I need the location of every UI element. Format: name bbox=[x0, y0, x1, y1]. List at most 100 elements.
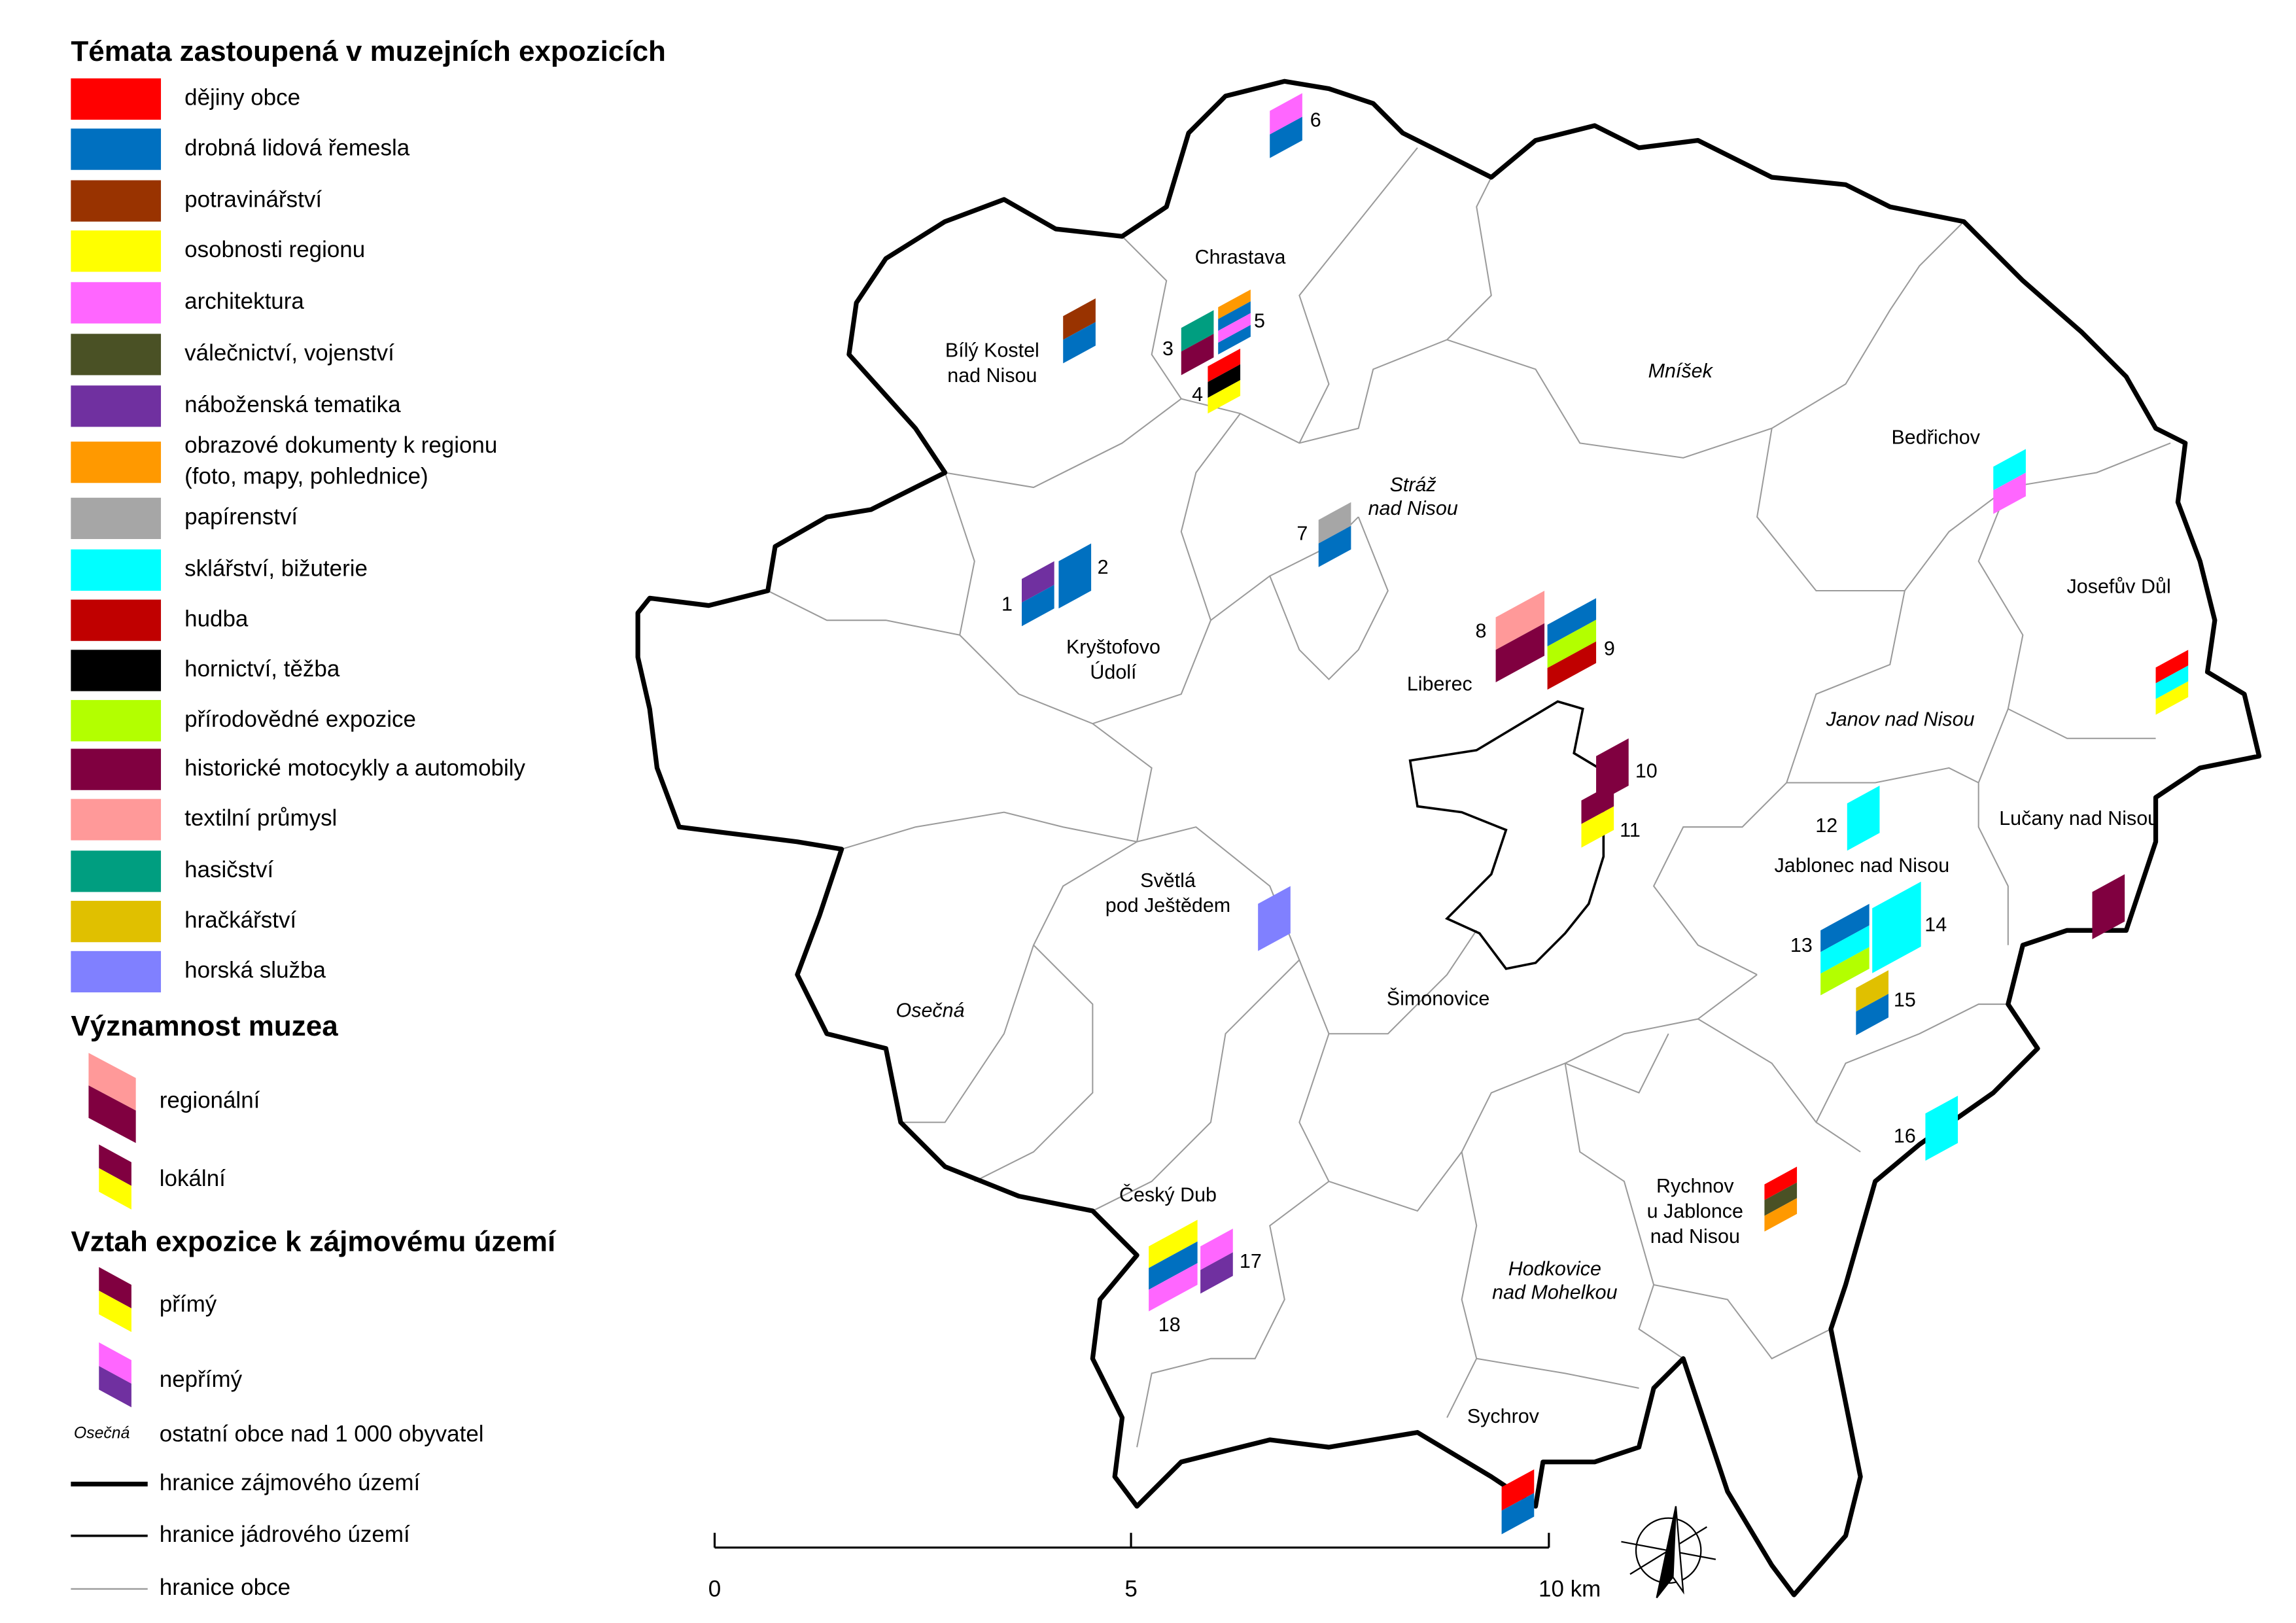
museum-marker bbox=[1258, 886, 1291, 951]
legend-label: ostatní obce nad 1 000 obyvatel bbox=[160, 1421, 484, 1446]
museum-marker bbox=[1208, 348, 1241, 414]
museum-marker bbox=[1058, 543, 1092, 609]
legend: Témata zastoupená v muzejních expozicích… bbox=[71, 35, 666, 1600]
legend-swatch bbox=[71, 748, 162, 790]
legend-label: náboženská tematika bbox=[184, 392, 401, 417]
legend-sample bbox=[88, 1085, 136, 1143]
museum-marker bbox=[1596, 738, 1629, 804]
north-arrow bbox=[1621, 1506, 1716, 1599]
legend-swatch bbox=[71, 128, 162, 170]
museum-segment bbox=[1820, 925, 1870, 974]
museum-segment bbox=[1208, 348, 1241, 383]
legend-swatch bbox=[71, 385, 162, 427]
legend-label: nepřímý bbox=[160, 1367, 243, 1392]
museum-marker bbox=[1270, 93, 1302, 158]
town-label: Stráž bbox=[1390, 474, 1436, 496]
museum-segment bbox=[1993, 449, 2026, 491]
legend-swatch bbox=[71, 442, 162, 483]
legend-label: dějiny obce bbox=[184, 85, 300, 111]
museum-marker bbox=[1856, 970, 1889, 1036]
museum-number: 8 bbox=[1476, 620, 1487, 642]
museum-marker bbox=[1847, 785, 1880, 851]
legend-swatch bbox=[71, 799, 162, 841]
museum-marker bbox=[1200, 1229, 1233, 1294]
town-label: Osečná bbox=[896, 999, 965, 1021]
legend-label: obrazové dokumenty k regionu bbox=[184, 432, 497, 458]
museum-segment bbox=[1872, 881, 1921, 973]
museum-segment bbox=[1063, 322, 1096, 364]
museum-number: 9 bbox=[1604, 637, 1615, 659]
legend-swatch bbox=[71, 700, 162, 742]
legend-sample bbox=[99, 1366, 131, 1408]
legend-label: hranice jádrového území bbox=[160, 1522, 410, 1547]
museum-number: 4 bbox=[1192, 383, 1203, 406]
scale-label: 5 bbox=[1124, 1576, 1137, 1601]
museum-number: 18 bbox=[1158, 1314, 1181, 1336]
museum-number: 7 bbox=[1296, 522, 1308, 544]
legend-swatch bbox=[71, 599, 162, 641]
town-label: Údolí bbox=[1090, 660, 1137, 683]
museum-number: 17 bbox=[1240, 1250, 1262, 1272]
museum-segment bbox=[1993, 472, 2026, 514]
legend-swatch bbox=[71, 901, 162, 943]
legend-sample bbox=[99, 1266, 131, 1309]
museum-number: 13 bbox=[1790, 934, 1813, 956]
legend-swatch bbox=[71, 180, 162, 222]
legend-label: válečnictví, vojenství bbox=[184, 340, 394, 366]
museum-marker bbox=[1501, 1469, 1535, 1535]
legend-label: hudba bbox=[184, 606, 249, 631]
legend-swatch bbox=[71, 230, 162, 272]
legend-swatch bbox=[71, 282, 162, 324]
museum-segment bbox=[1501, 1493, 1535, 1535]
museum-marker bbox=[1181, 310, 1214, 375]
museum-segment bbox=[1764, 1182, 1798, 1216]
town-label: Liberec bbox=[1407, 673, 1472, 695]
museum-segment bbox=[1270, 93, 1302, 135]
museum-number: 5 bbox=[1254, 309, 1265, 332]
museum-marker bbox=[1547, 598, 1597, 690]
study-area-boundary bbox=[635, 79, 2262, 1597]
museum-number: 14 bbox=[1924, 913, 1947, 935]
museum-marker bbox=[1022, 561, 1054, 627]
museum-segment bbox=[1847, 785, 1880, 851]
town-label: Chrastava bbox=[1195, 246, 1286, 268]
legend-label: textilní průmysl bbox=[184, 805, 337, 831]
museum-segment bbox=[1218, 289, 1251, 319]
museum-segment bbox=[1856, 994, 1889, 1036]
museum-segment bbox=[2155, 665, 2189, 699]
museum-marker bbox=[1063, 298, 1096, 364]
town-label: Kryštofovo bbox=[1066, 636, 1160, 658]
legend-swatch bbox=[71, 497, 162, 540]
town-label: nad Nisou bbox=[1368, 497, 1458, 519]
museum-marker bbox=[1495, 591, 1545, 682]
museum-number: 3 bbox=[1162, 338, 1174, 360]
museum-segment bbox=[1318, 502, 1351, 544]
museum-number: 16 bbox=[1894, 1125, 1916, 1147]
museum-number: 2 bbox=[1098, 556, 1109, 578]
legend-title: Témata zastoupená v muzejních expozicích bbox=[71, 35, 666, 67]
museum-segment bbox=[1547, 641, 1597, 690]
legend-sample bbox=[99, 1290, 131, 1333]
town-label: Český Dub bbox=[1119, 1183, 1217, 1206]
museum-segment bbox=[1149, 1219, 1198, 1268]
museum-segment bbox=[1258, 886, 1291, 951]
museum-segment bbox=[2155, 650, 2189, 684]
legend-label: hranice zájmového území bbox=[160, 1470, 421, 1495]
legend-label: drobná lidová řemesla bbox=[184, 135, 410, 160]
museum-segment bbox=[1495, 591, 1545, 650]
museum-number: 1 bbox=[1001, 593, 1013, 616]
town-label: nad Mohelkou bbox=[1492, 1282, 1617, 1304]
town-label: Šimonovice bbox=[1387, 986, 1490, 1009]
town-label: Bílý Kostel bbox=[945, 339, 1039, 361]
legend-swatch bbox=[71, 334, 162, 375]
legend-label: sklářství, bižuterie bbox=[184, 556, 368, 582]
town-label: Lučany nad Nisou bbox=[1999, 807, 2159, 829]
museum-segment bbox=[1820, 947, 1870, 996]
museum-segment bbox=[1218, 313, 1251, 343]
museum-segment bbox=[1218, 324, 1251, 355]
museum-segment bbox=[1925, 1096, 1958, 1161]
museum-segment bbox=[1218, 301, 1251, 331]
museum-segment bbox=[1547, 598, 1597, 647]
